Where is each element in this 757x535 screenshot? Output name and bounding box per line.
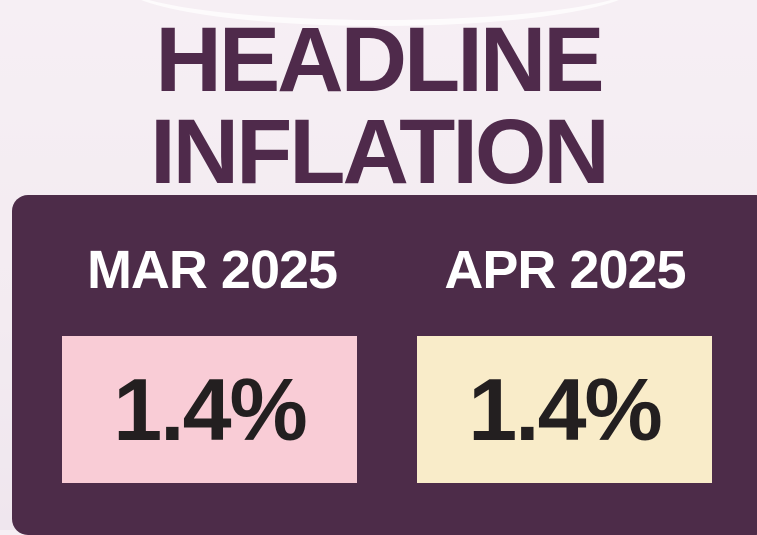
value-box: 1.4% xyxy=(62,336,357,483)
value-box: 1.4% xyxy=(417,336,712,483)
title-line: HEADLINE xyxy=(155,9,604,111)
period-label: MAR 2025 xyxy=(86,240,338,300)
period-label: APR 2025 xyxy=(444,240,686,300)
decor-arc xyxy=(120,0,640,26)
value-text: 1.4% xyxy=(468,359,663,459)
value-text: 1.4% xyxy=(113,359,308,459)
title-line: INFLATION xyxy=(150,101,610,203)
